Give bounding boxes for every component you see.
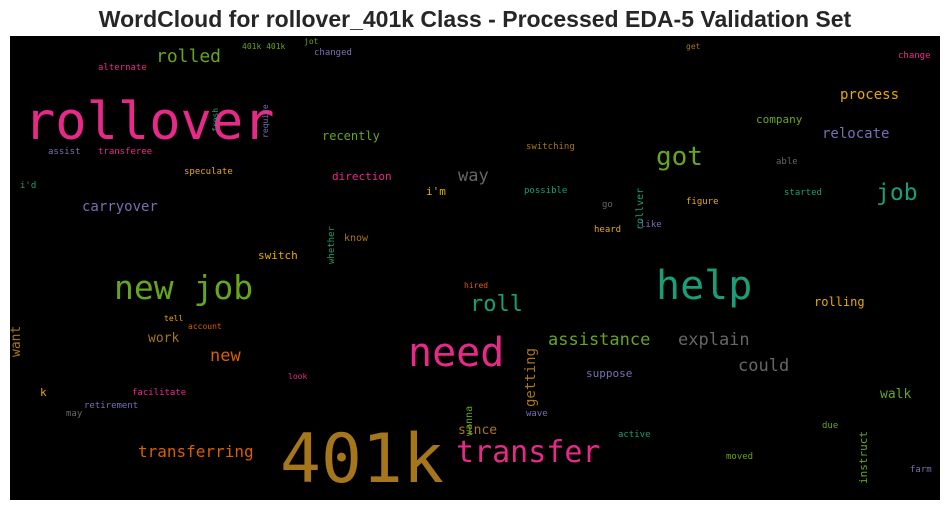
word-process: process — [840, 87, 900, 103]
word-explain: explain — [678, 330, 750, 350]
word-direction: direction — [332, 170, 392, 183]
word-want: want — [10, 325, 24, 357]
word-got: got — [656, 142, 703, 172]
word-i-m: i'm — [426, 185, 446, 198]
word-assistance: assistance — [548, 330, 651, 350]
word-facilitate: facilitate — [132, 388, 187, 398]
word-recently: recently — [322, 129, 380, 143]
word-company: company — [756, 113, 803, 126]
word-changed: changed — [314, 48, 352, 58]
word-could: could — [738, 356, 790, 376]
word-heard: heard — [594, 225, 622, 235]
word-account: account — [188, 322, 222, 331]
word-alternate: alternate — [98, 63, 147, 73]
word-assist: assist — [48, 147, 81, 157]
wordcloud-canvas: rollover 401k need help new job transfer got jo… — [10, 36, 940, 500]
word-figure: figure — [686, 197, 719, 207]
word-possible: possible — [524, 186, 568, 196]
word-walk: walk — [880, 387, 912, 402]
word-know: know — [344, 233, 369, 244]
word-able: able — [776, 157, 798, 167]
word-i-d: i'd — [20, 181, 37, 191]
word-started: started — [784, 188, 822, 198]
word-moved: moved — [726, 452, 754, 462]
word-go: go — [602, 200, 613, 210]
word-rolling: rolling — [814, 295, 865, 309]
word-like: like — [640, 220, 662, 230]
word-since: since — [458, 423, 498, 438]
word-relocate: relocate — [822, 126, 890, 142]
word-tell: tell — [164, 314, 184, 323]
word-transfer: transfer — [456, 435, 601, 470]
word-suppose: suppose — [586, 367, 633, 380]
word-wave: wave — [526, 409, 548, 419]
word-change: change — [898, 51, 931, 61]
word-instruct: instruct — [857, 431, 870, 484]
word-retirement: retirement — [84, 401, 139, 411]
word-hired: hired — [464, 281, 489, 290]
word-switch: switch — [258, 249, 298, 262]
word-help: help — [656, 263, 753, 309]
word-job: job — [876, 180, 918, 206]
word-carryover: carryover — [82, 199, 158, 215]
word-get: get — [686, 42, 701, 51]
word-farm: farm — [910, 465, 932, 475]
word-way: way — [458, 166, 489, 186]
word-look: look — [288, 372, 308, 381]
word-transferee: transferee — [98, 147, 153, 157]
word-401k: 401k — [280, 420, 444, 499]
word-work: work — [148, 331, 180, 346]
chart-title: WordCloud for rollover_401k Class - Proc… — [98, 6, 852, 32]
word-rolled: rolled — [156, 46, 222, 67]
word-due: due — [822, 421, 839, 431]
word-transferring: transferring — [138, 442, 254, 461]
word-wanna: wanna — [464, 405, 475, 436]
word-speculate: speculate — [184, 167, 233, 177]
word-getting: getting — [523, 347, 539, 407]
word-need: need — [408, 330, 505, 376]
word-new-job: new job — [114, 268, 254, 307]
word-switching: switching — [526, 142, 575, 152]
word-whether: whether — [327, 226, 337, 264]
word-k: k — [40, 386, 47, 399]
word-require: require — [261, 104, 270, 138]
word-rollover: rollover — [24, 92, 275, 152]
word-active: active — [618, 430, 651, 440]
word-roll: roll — [470, 292, 523, 317]
word-jot: jot — [304, 37, 319, 46]
word-new: new — [210, 346, 241, 366]
word-may: may — [66, 409, 83, 419]
word-401k-401k: 401k 401k — [242, 42, 286, 51]
word-fresh: fresh — [211, 107, 220, 132]
